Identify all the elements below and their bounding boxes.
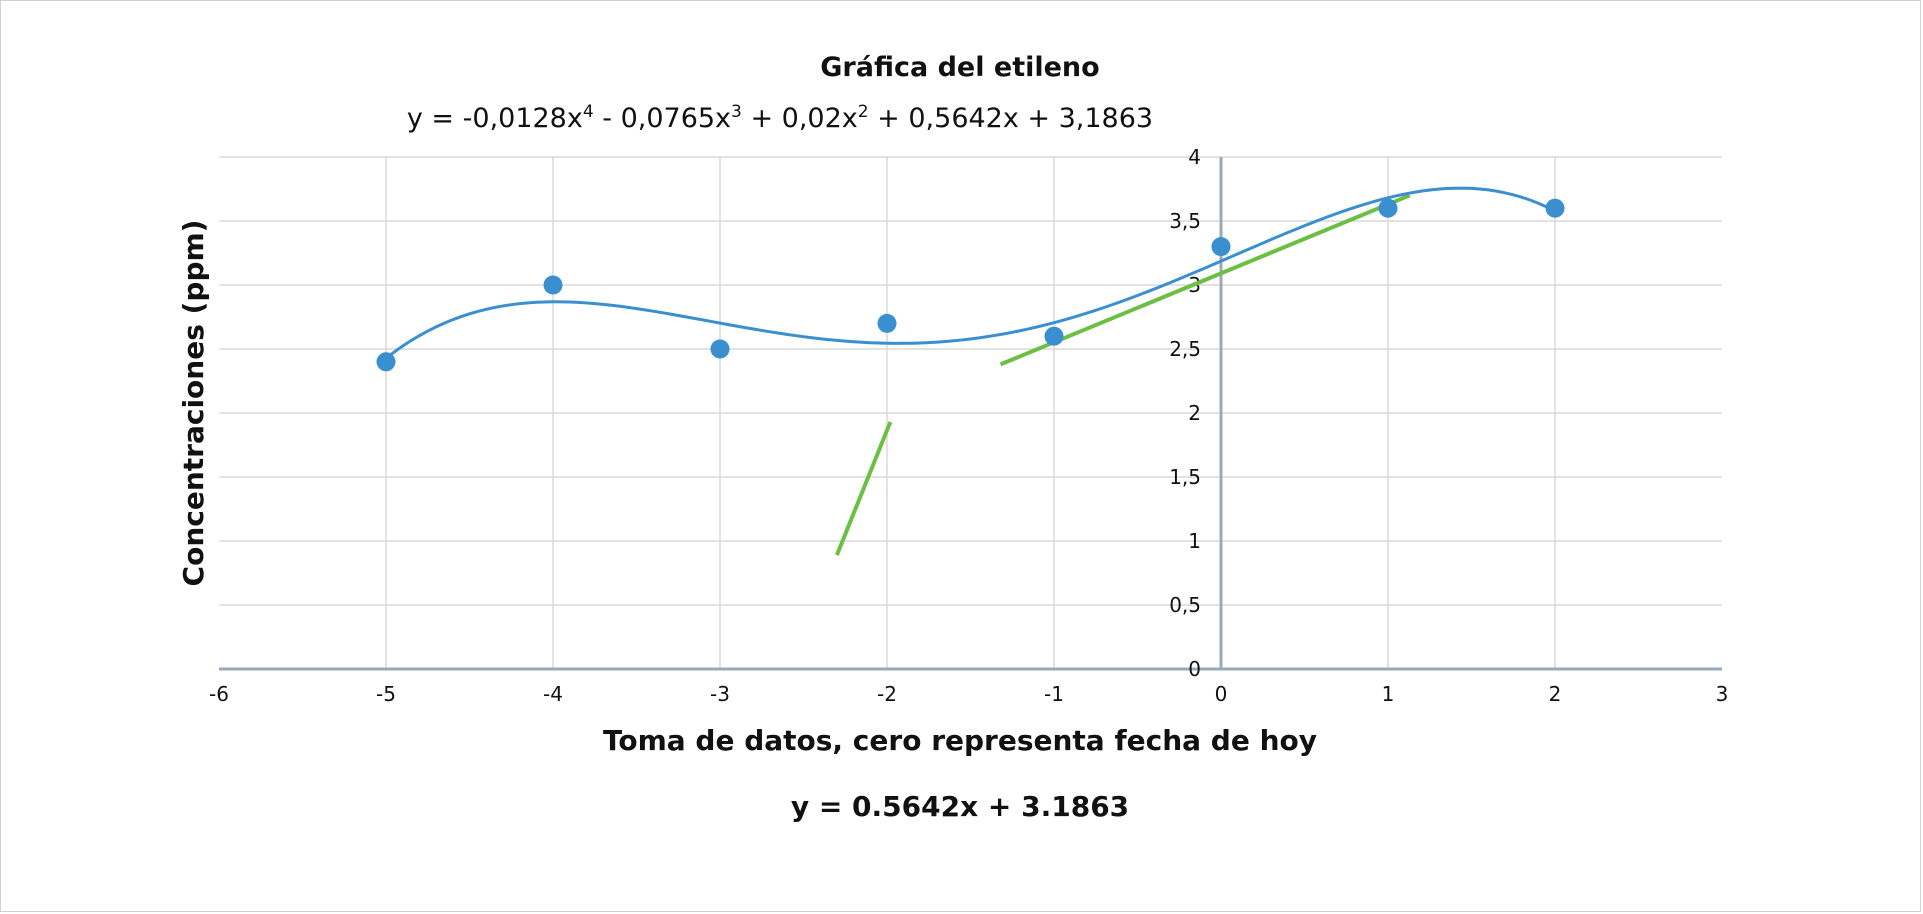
data-point: [1378, 198, 1398, 218]
x-tick-label: -2: [877, 682, 897, 706]
x-axis-title: Toma de datos, cero representa fecha de …: [603, 724, 1317, 757]
linear-equation: y = 0.5642x + 3.1863: [791, 790, 1129, 823]
green-trend-segment: [835, 421, 893, 556]
y-tick-label: 3,5: [1169, 209, 1201, 233]
y-tick-label: 1: [1188, 529, 1201, 553]
x-tick-label: -3: [710, 682, 730, 706]
polynomial-trendline: [385, 186, 1556, 360]
data-point: [710, 339, 730, 359]
equation-part: y = -0,0128x: [407, 103, 583, 134]
data-point: [543, 275, 563, 295]
y-tick-label: 0: [1188, 657, 1201, 681]
data-point: [1545, 198, 1565, 218]
data-point: [877, 313, 897, 333]
data-points: [376, 198, 1565, 372]
equation-part: + 0,02x: [742, 103, 858, 134]
green-lines: [835, 193, 1411, 556]
x-tick-label: -4: [543, 682, 563, 706]
data-point: [1211, 237, 1231, 257]
x-tick-label: -1: [1044, 682, 1064, 706]
equation-exponent: 2: [858, 102, 869, 122]
x-tick-label: -6: [209, 682, 229, 706]
data-point: [1044, 326, 1064, 346]
y-tick-label: 2,5: [1169, 337, 1201, 361]
y-tick-label: 4: [1188, 145, 1201, 169]
x-tick-label: 2: [1549, 682, 1562, 706]
equation-exponent: 4: [583, 102, 594, 122]
chart-title: Gráfica del etileno: [820, 52, 1099, 83]
equation-exponent: 3: [731, 102, 742, 122]
data-point: [376, 352, 396, 372]
polynomial-equation: y = -0,0128x4 - 0,0765x3 + 0,02x2 + 0,56…: [407, 102, 1153, 134]
y-tick-label: 2: [1188, 401, 1201, 425]
equation-part: + 0,5642x + 3,1863: [869, 103, 1154, 134]
grid-lines: [219, 156, 1722, 669]
y-tick-label: 1,5: [1169, 465, 1201, 489]
x-tick-label: -5: [376, 682, 396, 706]
trendline-curve: [385, 186, 1556, 360]
x-tick-label: 1: [1382, 682, 1395, 706]
equation-part: - 0,0765x: [594, 103, 731, 134]
y-tick-label: 0,5: [1169, 593, 1201, 617]
x-tick-label: 0: [1215, 682, 1228, 706]
y-axis-title: Concentraciones (ppm): [177, 220, 210, 587]
x-tick-label: 3: [1716, 682, 1729, 706]
green-trend-segment: [999, 193, 1411, 367]
